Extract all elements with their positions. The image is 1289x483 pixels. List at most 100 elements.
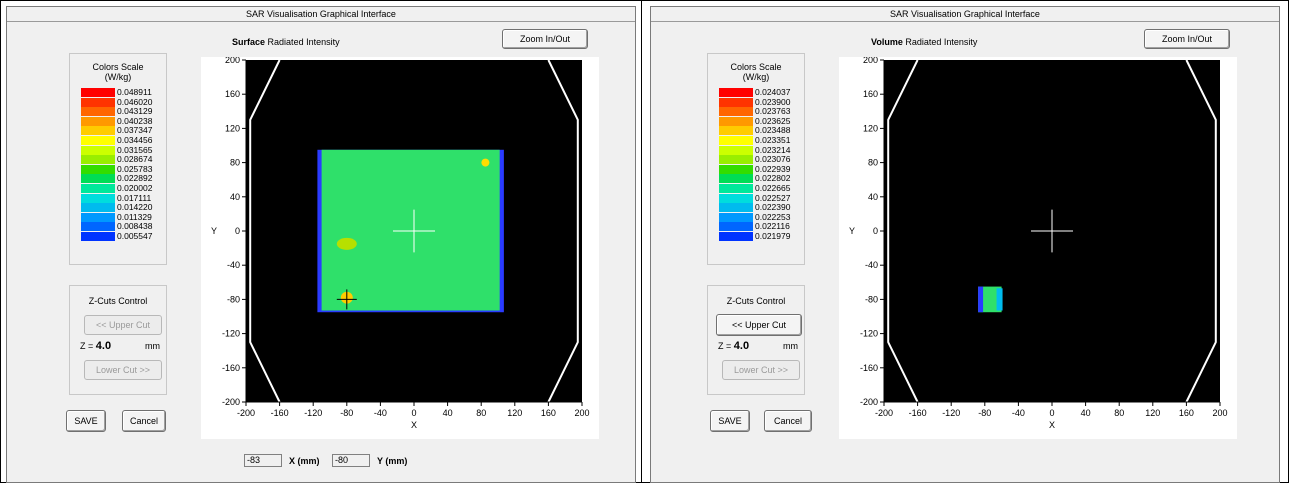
x-tick-label: 40 [1081, 408, 1091, 418]
lower-cut-button[interactable]: Lower Cut >> [722, 360, 800, 380]
cancel-button[interactable]: Cancel [764, 410, 812, 432]
color-scale-value: 0.022892 [117, 173, 153, 184]
boundary-line-left [887, 59, 919, 403]
color-scale-value: 0.040238 [117, 115, 153, 126]
view-heading: Volume Radiated Intensity [871, 37, 977, 47]
x-tick-label: 160 [1179, 408, 1194, 418]
color-swatch [81, 107, 115, 117]
color-swatch [81, 136, 115, 145]
z-unit: mm [145, 341, 160, 351]
color-swatch [719, 88, 753, 97]
color-scale-value: 0.046020 [117, 96, 153, 107]
color-scale-value: 0.022390 [755, 202, 791, 213]
color-scale-value: 0.008438 [117, 221, 153, 232]
color-scale-value: 0.028674 [117, 154, 153, 165]
save-button[interactable]: SAVE [66, 410, 106, 432]
sar-region-edge [996, 288, 1003, 311]
color-swatch [719, 193, 753, 203]
color-scale-value: 0.011329 [117, 211, 152, 222]
color-scale-row: 0.011329 [81, 211, 166, 222]
color-scale-row: 0.022802 [719, 173, 804, 184]
color-scale-value: 0.023351 [755, 135, 791, 145]
upper-cut-button[interactable]: << Upper Cut [716, 314, 802, 336]
y-tick-label: 120 [225, 123, 240, 133]
color-swatch [81, 184, 115, 193]
x-tick-label: 200 [574, 408, 589, 418]
lower-cut-button[interactable]: Lower Cut >> [84, 360, 162, 380]
outer-border-left [0, 0, 1, 483]
color-scale-unit: (W/kg) [104, 72, 132, 82]
color-swatch [81, 174, 115, 184]
z-readout: Z = 4.0 mm [718, 340, 804, 352]
zcuts-title: Z-Cuts Control [88, 296, 148, 306]
color-scale-row: 0.023214 [719, 145, 804, 155]
y-tick-label: 200 [225, 57, 240, 65]
color-scale-row: 0.028674 [81, 154, 166, 165]
y-tick-label: 160 [225, 89, 240, 99]
color-scale-row: 0.022116 [719, 221, 804, 232]
color-scale-row: 0.022527 [719, 193, 804, 203]
color-scale-value: 0.023488 [755, 125, 791, 136]
plot-area[interactable]: -200 -160 -120 -80 -40 0 40 80 120 160 200 200 160 12… [201, 57, 599, 439]
upper-cut-button[interactable]: << Upper Cut [84, 315, 162, 335]
color-swatch [719, 184, 753, 193]
zoom-button[interactable]: Zoom In/Out [1144, 29, 1230, 49]
color-swatch [719, 116, 753, 126]
plot-area[interactable]: -200 -160 -120 -80 -40 0 40 80 120 160 200 200 160 12… [839, 57, 1237, 439]
zoom-button[interactable]: Zoom In/Out [502, 29, 588, 49]
color-swatch [719, 97, 753, 107]
boundary-line-right [547, 59, 579, 403]
y-tick-label: 80 [868, 158, 878, 168]
window-title: SAR Visualisation Graphical Interface [651, 7, 1279, 22]
color-scale-row: 0.031565 [81, 145, 166, 155]
sar-plot[interactable]: -200 -160 -120 -80 -40 0 40 80 120 160 200 200 160 12… [201, 57, 599, 439]
color-scale-row: 0.023488 [719, 125, 804, 136]
color-scale-value: 0.017111 [117, 192, 152, 203]
y-tick-label: 80 [230, 158, 240, 168]
color-scale-row: 0.023900 [719, 97, 804, 107]
x-axis-title: X [1049, 420, 1055, 430]
color-swatch [719, 145, 753, 155]
color-scale-group: Colors Scale (W/kg) 0.048911 0.046020 0.04… [69, 53, 167, 265]
color-swatch [719, 174, 753, 184]
x-coord-field[interactable]: -83 [244, 454, 282, 467]
x-tick-label: 160 [541, 408, 556, 418]
color-scale-row: 0.048911 [81, 87, 166, 97]
color-scale-row: 0.014220 [81, 202, 166, 213]
color-scale-title: Colors Scale [92, 62, 144, 72]
zcuts-group: Z-Cuts Control << Upper Cut Z = 4.0 mm L… [69, 285, 167, 395]
z-value: 4.0 [95, 340, 112, 352]
color-scale-value: 0.021979 [755, 231, 791, 241]
y-tick-label: 120 [863, 123, 878, 133]
color-swatch [719, 155, 753, 165]
boundary-line-left [249, 59, 281, 403]
sar-window-surface: SAR Visualisation Graphical Interface Su… [6, 6, 636, 483]
color-swatch [81, 155, 115, 165]
x-tick-label: 80 [1114, 408, 1124, 418]
color-scale-row: 0.017111 [81, 192, 166, 203]
save-button[interactable]: SAVE [710, 410, 750, 432]
color-scale-row: 0.037347 [81, 125, 166, 136]
view-quantity: Radiated Intensity [905, 37, 978, 47]
cancel-button[interactable]: Cancel [122, 410, 166, 432]
sar-plot[interactable]: -200 -160 -120 -80 -40 0 40 80 120 160 200 200 160 12… [839, 57, 1237, 439]
sar-region [978, 286, 1002, 313]
z-value: 4.0 [733, 340, 750, 352]
color-scale-value: 0.048911 [117, 87, 152, 97]
color-scale-row: 0.022665 [719, 183, 804, 193]
color-scale: 0.024037 0.023900 0.023763 0.023625 0.023488… [719, 87, 804, 248]
x-tick-label: 0 [411, 408, 416, 418]
boundary-line-right [1185, 59, 1217, 403]
x-tick-label: -160 [271, 408, 289, 418]
x-tick-label: -120 [942, 408, 960, 418]
x-tick-label: 0 [1049, 408, 1054, 418]
x-tick-label: -80 [978, 408, 991, 418]
y-coord-label: Y (mm) [377, 456, 408, 466]
color-scale-row: 0.024037 [719, 87, 804, 97]
x-tick-label: -40 [1012, 408, 1025, 418]
zcuts-group: Z-Cuts Control << Upper Cut Z = 4.0 mm L… [707, 285, 805, 395]
y-tick-label: -200 [222, 397, 240, 407]
color-scale-value: 0.020002 [117, 183, 153, 193]
color-scale-row: 0.008438 [81, 221, 166, 232]
y-coord-field[interactable]: -80 [332, 454, 370, 467]
